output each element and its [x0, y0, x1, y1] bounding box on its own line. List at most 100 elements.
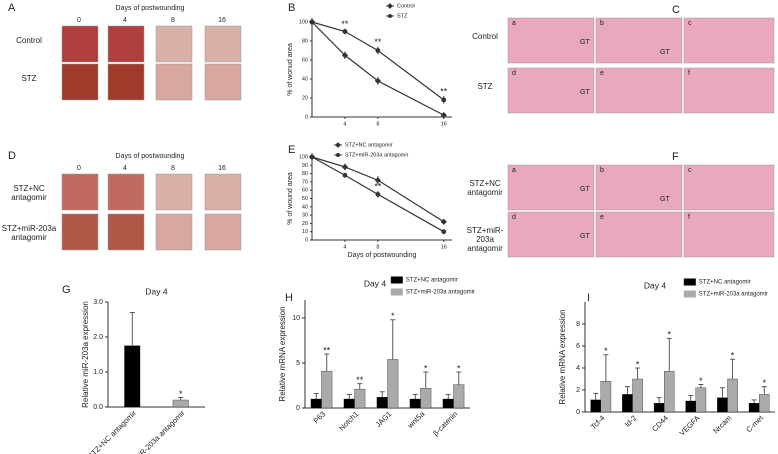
bar — [748, 403, 760, 413]
sublabel: a — [512, 20, 516, 27]
x-tick-label: Tcf-4 — [589, 413, 607, 431]
photo — [155, 173, 193, 211]
x-tick-label: CD44 — [650, 413, 670, 433]
chart-title: Day 4 — [644, 280, 666, 290]
annotation: ** — [323, 345, 331, 355]
bar — [172, 399, 189, 408]
photo — [107, 25, 145, 63]
bar — [685, 400, 696, 413]
tissue-tag: GT — [580, 39, 590, 46]
photo — [204, 63, 242, 101]
column-header: Days of postwounding — [116, 153, 185, 160]
x-tick-label: Id-2 — [623, 413, 639, 429]
row-label: Control — [16, 36, 42, 45]
column-label: 0 — [77, 165, 81, 172]
y-tick-label: 40 — [302, 204, 308, 210]
y-tick-label: 80 — [302, 171, 308, 177]
x-tick-label: 16 — [441, 244, 447, 250]
legend-label: STZ+miR-203a antagomir — [406, 290, 475, 296]
sublabel: b — [600, 167, 604, 174]
legend-swatch — [683, 278, 696, 286]
annotation: * — [604, 346, 608, 356]
tissue-tag: GT — [580, 233, 590, 240]
photo — [683, 211, 775, 258]
sublabel: f — [688, 214, 690, 221]
annotation: * — [457, 363, 461, 373]
bar — [387, 359, 399, 409]
y-tick-label: 70 — [302, 179, 308, 185]
bar — [653, 403, 665, 413]
photo — [595, 164, 683, 211]
y-axis-label: % of wound area — [287, 172, 294, 225]
y-tick-label: 0 — [305, 237, 308, 243]
x-tick-label: Nrcam — [711, 413, 733, 435]
y-tick-label: 50 — [302, 196, 308, 202]
series-line — [311, 156, 445, 233]
series-line — [311, 21, 445, 116]
photo — [155, 213, 193, 251]
y-tick-label: 60 — [302, 57, 308, 63]
y-tick-label: 8 — [576, 321, 580, 328]
sublabel: b — [600, 20, 604, 27]
chart-title: Day 4 — [364, 278, 386, 288]
photo — [107, 213, 145, 251]
legend-label: STZ — [397, 13, 408, 19]
row-label: STZ — [477, 82, 493, 91]
x-tick-label: JAG1 — [374, 409, 394, 429]
annotation: * — [667, 330, 671, 340]
marker — [374, 177, 381, 184]
column-label: 4 — [123, 17, 127, 24]
legend-marker — [388, 14, 392, 18]
y-tick-label: 4 — [576, 365, 580, 372]
photo — [507, 211, 595, 258]
x-tick-label: VEGFA — [678, 413, 702, 437]
legend-label: STZ+miR-203a antagomir — [699, 292, 768, 298]
annotation: ** — [341, 19, 349, 29]
photo — [507, 67, 595, 114]
marker — [342, 172, 348, 178]
y-tick-label: 0 — [296, 405, 300, 412]
photo — [61, 213, 99, 251]
annotation: ** — [374, 181, 382, 191]
x-tick-label: 4 — [343, 244, 346, 250]
bar — [376, 397, 388, 409]
y-tick-label: 0 — [576, 409, 580, 416]
y-tick-label: 20 — [302, 221, 308, 227]
annotation: * — [636, 359, 640, 369]
y-tick-label: 90 — [302, 163, 308, 169]
x-tick-label: Notch1 — [337, 409, 360, 432]
column-label: 16 — [218, 165, 226, 172]
y-tick-label: 1.0 — [93, 369, 103, 376]
marker — [375, 191, 381, 197]
bar — [420, 388, 432, 409]
x-tick-label: 8 — [376, 244, 379, 250]
x-tick-label: 4 — [343, 121, 346, 127]
y-tick-label: 0.0 — [93, 404, 103, 411]
photo — [683, 67, 775, 114]
photo — [61, 173, 99, 211]
y-tick-label: 30 — [302, 213, 308, 219]
panel-letter: F — [672, 151, 679, 163]
panel-letter: I — [587, 292, 590, 304]
photo — [595, 67, 683, 114]
panel-letter: G — [62, 284, 71, 296]
bar — [759, 394, 770, 413]
marker — [342, 29, 348, 34]
annotation: * — [424, 363, 428, 373]
bar — [409, 398, 421, 409]
sublabel: d — [512, 214, 516, 221]
y-axis-label: % of wonud area — [287, 43, 294, 96]
x-tick-label: 8 — [376, 121, 379, 127]
sublabel: f — [688, 70, 690, 77]
legend-marker — [335, 142, 341, 148]
bar — [310, 398, 322, 409]
bar — [622, 394, 633, 413]
photo — [61, 63, 99, 101]
tissue-tag: GT — [580, 89, 590, 96]
tissue-tag: GT — [660, 196, 670, 203]
bar — [717, 397, 728, 413]
photo — [204, 25, 242, 63]
marker — [441, 229, 447, 235]
